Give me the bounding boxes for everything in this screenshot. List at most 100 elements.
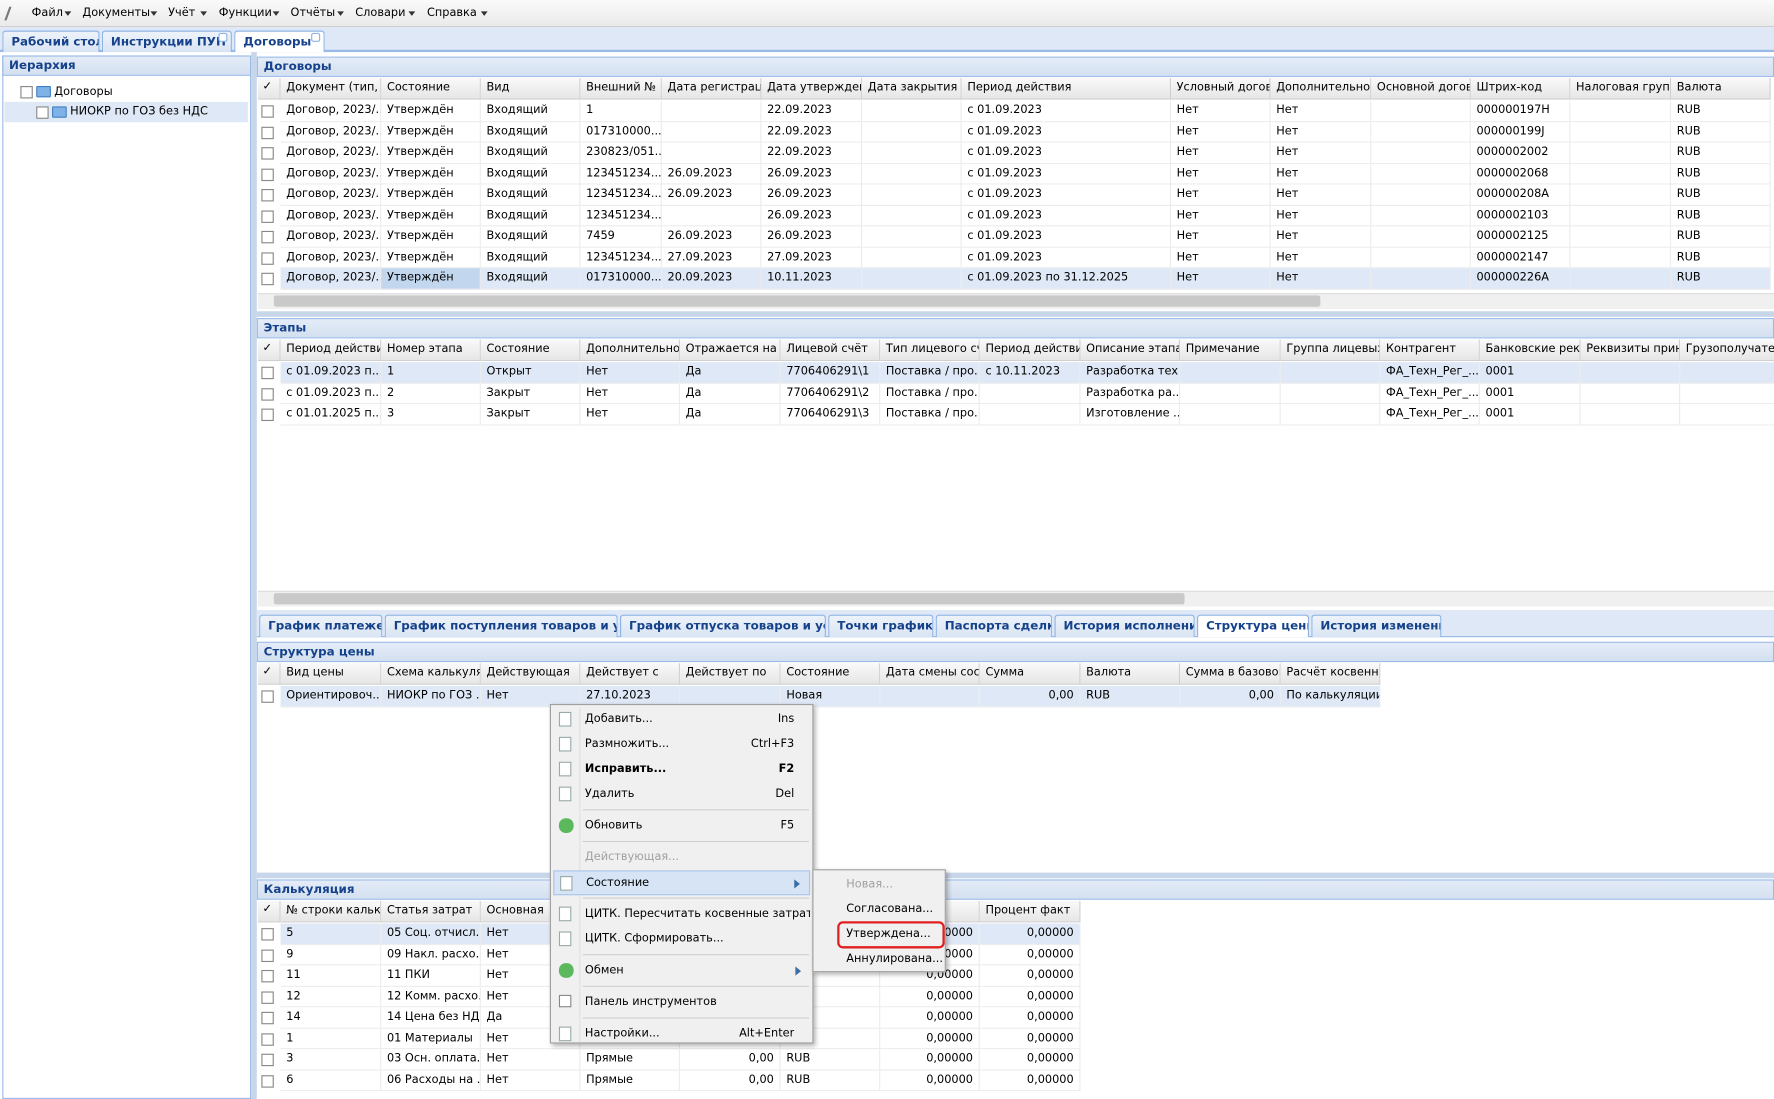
table-cell[interactable]: Входящий xyxy=(480,268,581,290)
table-cell[interactable]: 26.09.2023 xyxy=(661,163,762,185)
table-cell[interactable] xyxy=(862,226,962,248)
table-cell[interactable]: 0000002068 xyxy=(1470,163,1571,185)
table-cell[interactable]: RUB xyxy=(780,1070,881,1092)
table-cell[interactable]: Нет xyxy=(1170,100,1271,122)
table-cell[interactable]: Поставка / про... xyxy=(880,383,980,405)
table-cell[interactable]: 26.09.2023 xyxy=(761,163,863,185)
detail-tab[interactable]: Структура цены xyxy=(1197,614,1310,638)
table-cell[interactable]: 1 xyxy=(580,100,662,122)
table-cell[interactable]: 0,00000 xyxy=(979,1049,1081,1071)
table-cell[interactable] xyxy=(661,142,762,164)
row-checkbox[interactable] xyxy=(261,690,274,703)
column-header[interactable]: Состояние xyxy=(480,339,581,362)
table-cell[interactable]: Утверждён xyxy=(381,121,481,143)
table-cell[interactable]: 06 Расходы на ... xyxy=(381,1070,481,1092)
column-header[interactable]: Вид xyxy=(480,78,581,100)
submenu-item[interactable]: Аннулирована... xyxy=(846,952,943,966)
tab-close[interactable] xyxy=(218,32,228,42)
menu-item[interactable]: Удалить Del xyxy=(553,782,810,807)
table-cell[interactable] xyxy=(780,1028,881,1050)
table-cell[interactable] xyxy=(1371,226,1471,248)
table-cell[interactable]: 26.09.2023 xyxy=(661,226,762,248)
row-checkbox[interactable] xyxy=(261,147,274,160)
table-cell[interactable]: RUB xyxy=(1671,205,1771,227)
table-cell[interactable]: Закрыт xyxy=(480,404,581,425)
column-header[interactable]: Дополнительное с xyxy=(580,339,680,362)
submenu-item[interactable]: Согласована... xyxy=(846,903,934,916)
table-cell[interactable]: 0,00000 xyxy=(979,965,1081,987)
table-cell[interactable]: Договор, 2023/... xyxy=(280,163,382,185)
table-cell[interactable] xyxy=(1280,383,1381,405)
scroll-thumb[interactable] xyxy=(273,593,1185,605)
table-cell[interactable]: Утверждён xyxy=(381,205,481,227)
table-cell[interactable] xyxy=(1371,100,1471,122)
table-cell[interactable] xyxy=(1371,268,1471,290)
table-cell[interactable]: с 01.09.2023 xyxy=(961,142,1171,164)
table-cell[interactable] xyxy=(780,965,881,987)
table-cell[interactable]: 7706406291\2 xyxy=(780,383,881,405)
column-header[interactable]: Основной договор xyxy=(1371,78,1471,100)
column-header[interactable]: Расчёт косвенных xyxy=(1280,663,1381,685)
column-header[interactable]: Дата утверждения xyxy=(761,78,863,100)
table-cell[interactable]: Ориентировоч... xyxy=(280,685,382,707)
table-cell[interactable]: 0,00000 xyxy=(979,1070,1081,1092)
row-checkbox[interactable] xyxy=(261,949,274,962)
table-cell[interactable] xyxy=(862,121,962,143)
table-cell[interactable]: 0001 xyxy=(1479,362,1581,384)
table-cell[interactable]: 20.09.2023 xyxy=(661,268,762,290)
table-cell[interactable]: 26.09.2023 xyxy=(761,184,863,206)
menu-item[interactable]: Справка xyxy=(426,6,477,20)
table-cell[interactable]: Договор, 2023/... xyxy=(280,100,382,122)
table-cell[interactable]: Нет xyxy=(1170,163,1271,185)
table-cell[interactable]: Нет xyxy=(1170,226,1271,248)
detail-tab[interactable]: История изменений xyxy=(1311,614,1442,638)
table-cell[interactable] xyxy=(780,986,881,1008)
scroll-thumb[interactable] xyxy=(273,295,1321,307)
table-cell[interactable]: с 01.09.2023 xyxy=(961,121,1171,143)
table-cell[interactable]: Нет xyxy=(1170,247,1271,269)
table-cell[interactable]: 123451234... xyxy=(580,184,662,206)
table-cell[interactable]: 1 xyxy=(381,362,481,384)
column-header[interactable]: Дата регистрации xyxy=(661,78,762,100)
table-cell[interactable]: Нет xyxy=(1170,205,1271,227)
menu-item[interactable]: Учёт xyxy=(168,6,196,20)
table-cell[interactable]: Нет xyxy=(1270,163,1372,185)
detail-tab[interactable]: График отпуска товаров и услуг xyxy=(620,614,826,638)
table-cell[interactable]: 123451234... xyxy=(580,163,662,185)
table-cell[interactable]: Нет xyxy=(480,1049,581,1071)
column-header[interactable]: Примечание xyxy=(1180,339,1281,362)
table-cell[interactable]: Нет xyxy=(1270,121,1372,143)
row-checkbox[interactable] xyxy=(261,928,274,941)
table-cell[interactable]: Поставка / про... xyxy=(880,362,980,384)
table-cell[interactable]: Да xyxy=(679,404,781,425)
table-cell[interactable]: 01 Материалы xyxy=(381,1028,481,1050)
table-cell[interactable]: Поставка / про... xyxy=(880,404,980,425)
row-checkbox[interactable] xyxy=(261,126,274,139)
table-cell[interactable]: 230823/051... xyxy=(580,142,662,164)
menu-item[interactable]: Документы xyxy=(82,6,151,20)
table-cell[interactable]: 7459 xyxy=(580,226,662,248)
table-cell[interactable] xyxy=(661,205,762,227)
column-header[interactable]: Процент факт xyxy=(979,900,1081,923)
table-cell[interactable]: 10.11.2023 xyxy=(761,268,863,290)
table-cell[interactable]: Входящий xyxy=(480,205,581,227)
table-cell[interactable]: Нет xyxy=(1170,268,1271,290)
table-cell[interactable] xyxy=(1570,205,1672,227)
table-cell[interactable]: 017310000... xyxy=(580,121,662,143)
submenu-item[interactable]: Новая... xyxy=(846,878,893,891)
table-cell[interactable]: с 01.09.2023 xyxy=(961,184,1171,206)
table-cell[interactable] xyxy=(661,121,762,143)
table-cell[interactable]: Нет xyxy=(580,362,680,384)
table-cell[interactable]: Договор, 2023/... xyxy=(280,226,382,248)
table-cell[interactable]: 0,00000 xyxy=(979,944,1081,966)
column-header[interactable]: Валюта xyxy=(1671,78,1771,100)
table-cell[interactable]: Утверждён xyxy=(381,100,481,122)
column-header[interactable]: Действует по xyxy=(679,663,781,685)
table-cell[interactable]: Утверждён xyxy=(381,268,481,290)
column-header[interactable]: Описание этапа xyxy=(1080,339,1181,362)
column-header[interactable]: Лицевой счёт xyxy=(780,339,881,362)
table-cell[interactable] xyxy=(862,205,962,227)
table-cell[interactable]: с 01.09.2023 п... xyxy=(280,362,382,384)
table-cell[interactable] xyxy=(1280,362,1381,384)
column-header[interactable]: Сумма xyxy=(979,663,1081,685)
